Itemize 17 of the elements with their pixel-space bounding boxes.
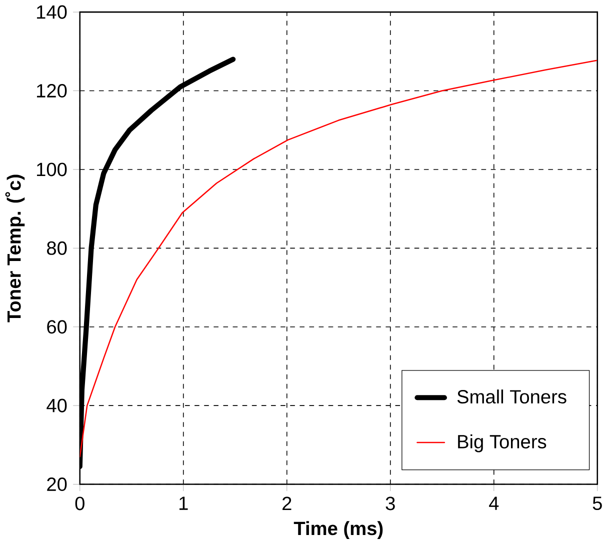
- x-tick-label: 3: [386, 496, 395, 510]
- x-tick-label: 1: [180, 496, 188, 510]
- x-tick-label: 5: [592, 496, 602, 510]
- legend-label: Small Toners: [457, 389, 566, 404]
- y-tick-label: 60: [47, 320, 67, 334]
- y-tick-label: 100: [37, 162, 67, 176]
- y-tick-label: 140: [37, 5, 67, 19]
- x-axis-title: Time (ms): [294, 521, 383, 539]
- x-tick-label: 0: [75, 496, 84, 510]
- x-tick-label: 2: [282, 496, 292, 510]
- y-tick-label: 80: [47, 241, 67, 255]
- y-tick-label: 40: [46, 398, 67, 412]
- y-axis-title: Toner Temp. (˚c): [5, 174, 25, 322]
- y-tick-label: 120: [37, 84, 67, 98]
- legend-label: Big Toners: [458, 434, 546, 452]
- y-tick-label: 20: [47, 477, 67, 491]
- x-tick-label: 4: [489, 496, 499, 510]
